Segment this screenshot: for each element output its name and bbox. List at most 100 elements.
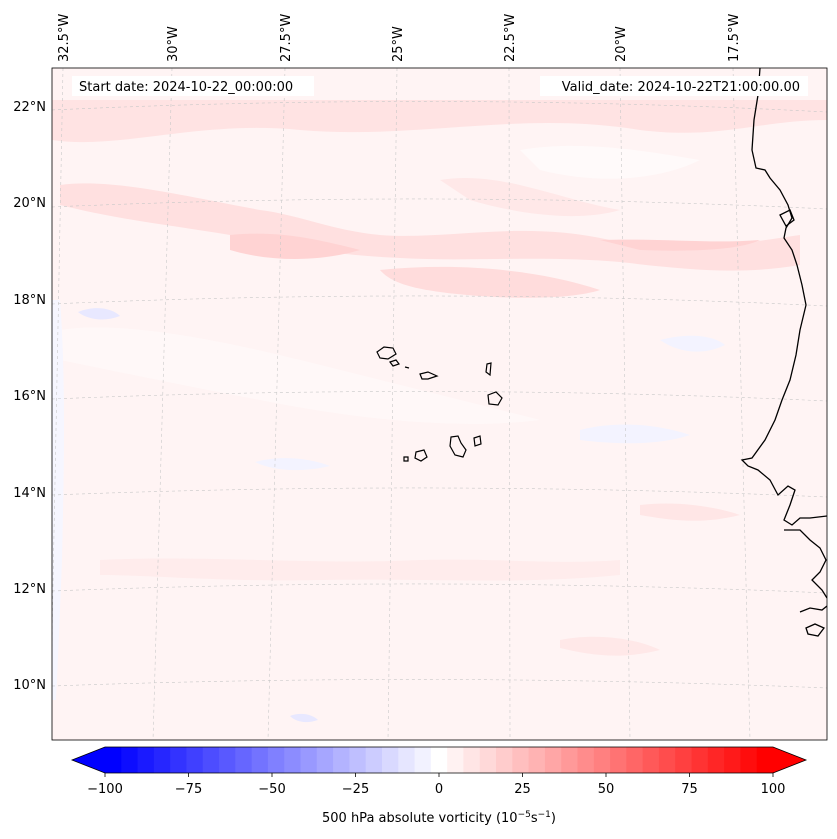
lat-label: 20°N — [13, 196, 46, 211]
latitude-gridline — [52, 487, 827, 498]
latitude-gridline — [52, 295, 827, 307]
colorbar-segment — [691, 747, 709, 773]
lon-label: 25°W — [391, 26, 406, 62]
vorticity-band — [60, 183, 800, 271]
island-fogo — [414, 449, 428, 462]
vorticity-band — [380, 266, 600, 298]
colorbar-segments — [105, 747, 774, 773]
colorbar-segment — [170, 747, 188, 773]
longitude-gridline — [619, 68, 631, 740]
colorbar-tick-label: −25 — [342, 782, 369, 797]
island-maio — [473, 435, 482, 447]
colorbar-segment — [447, 747, 465, 773]
colorbar-segment — [284, 747, 302, 773]
cape-verde-islands — [376, 346, 503, 462]
colorbar-segment — [593, 747, 611, 773]
colorbar-segment — [430, 747, 448, 773]
lat-label: 14°N — [13, 486, 46, 501]
vorticity-band — [560, 636, 660, 656]
colorbar-segment — [740, 747, 758, 773]
colorbar-segment — [577, 747, 595, 773]
latitude-labels: 22°N 20°N 18°N 16°N 14°N 12°N 10°N — [13, 100, 46, 693]
longitude-gridline — [152, 68, 173, 740]
colorbar-segment — [202, 747, 220, 773]
colorbar-segment — [707, 747, 725, 773]
colorbar-segment — [349, 747, 367, 773]
colorbar-segment — [496, 747, 513, 773]
colorbar-segment — [153, 747, 171, 773]
colorbar-tick-label: −50 — [258, 782, 285, 797]
start-date: Start date: 2024-10-22_00:00:00 — [79, 80, 293, 95]
vorticity-band — [600, 239, 760, 251]
africa-coastline — [805, 623, 826, 637]
island-santiago — [449, 435, 467, 458]
colorbar-segment — [365, 747, 383, 773]
colorbar-tick-label: 50 — [598, 782, 615, 797]
colorbar-segment — [544, 747, 562, 773]
lon-label: 27.5°W — [279, 14, 294, 62]
island-sal — [485, 362, 492, 377]
lat-label: 10°N — [13, 678, 46, 693]
africa-coastline — [799, 605, 827, 613]
lat-label: 12°N — [13, 582, 46, 597]
map-frame — [51, 67, 828, 741]
colorbar-segment — [610, 747, 627, 773]
vorticity-band — [255, 458, 330, 471]
colorbar-segment — [235, 747, 253, 773]
colorbar-extend-max — [773, 747, 806, 773]
vorticity-band — [100, 558, 620, 581]
island-sao-nicolau — [419, 371, 439, 380]
colorbar-segment — [186, 747, 204, 773]
africa-coastline — [740, 68, 827, 526]
latitude-gridline — [52, 391, 827, 402]
valid-date-box — [540, 76, 808, 96]
colorbar-segment — [137, 747, 155, 773]
vorticity-band — [230, 233, 360, 259]
colorbar-segment — [398, 747, 416, 773]
lon-label: 17.5°W — [727, 14, 742, 62]
colorbar-tick-label: 75 — [681, 782, 698, 797]
island-brava — [403, 456, 409, 462]
vorticity-band — [640, 503, 740, 521]
island-boa-vista — [487, 391, 503, 406]
longitude-gridline — [267, 68, 286, 740]
island-santo-antao — [376, 346, 397, 360]
latitude-gridline — [52, 679, 827, 689]
colorbar-segment — [756, 747, 774, 773]
colorbar-segment — [561, 747, 579, 773]
latitude-gridline — [52, 101, 827, 113]
vorticity-band — [290, 713, 318, 723]
longitude-gridline — [508, 68, 511, 740]
lon-label: 22.5°W — [503, 14, 518, 62]
colorbar-ticks: −100 −75 −50 −25 0 25 50 75 100 — [87, 773, 785, 797]
lon-label: 30°W — [166, 26, 181, 62]
colorbar-segment — [414, 747, 432, 773]
island-sao-vicente — [389, 359, 400, 367]
lat-label: 16°N — [13, 389, 46, 404]
lon-label: 32.5°W — [57, 14, 72, 62]
colorbar-segment — [675, 747, 693, 773]
longitude-gridline — [732, 68, 751, 740]
colorbar-segment — [121, 747, 139, 773]
vorticity-band — [440, 177, 620, 217]
colorbar-segment — [528, 747, 546, 773]
colorbar-segment — [267, 747, 285, 773]
colorbar-tick-label: −100 — [87, 782, 123, 797]
colorbar-segment — [479, 747, 497, 773]
vorticity-field — [52, 100, 827, 723]
colorbar-tick-label: −75 — [175, 782, 202, 797]
longitude-gridline — [387, 68, 398, 740]
island-santa-luzia — [404, 366, 410, 369]
colorbar-segment — [512, 747, 530, 773]
colorbar-tick-label: 25 — [514, 782, 531, 797]
colorbar-segment — [658, 747, 676, 773]
colorbar-segment — [333, 747, 350, 773]
colorbar-extend-min — [72, 747, 105, 773]
colorbar-segment — [724, 747, 742, 773]
colorbar-segment — [642, 747, 660, 773]
vorticity-band — [78, 308, 120, 320]
africa-coastline — [784, 529, 827, 599]
vorticity-band — [520, 145, 700, 179]
coastline — [740, 68, 827, 637]
